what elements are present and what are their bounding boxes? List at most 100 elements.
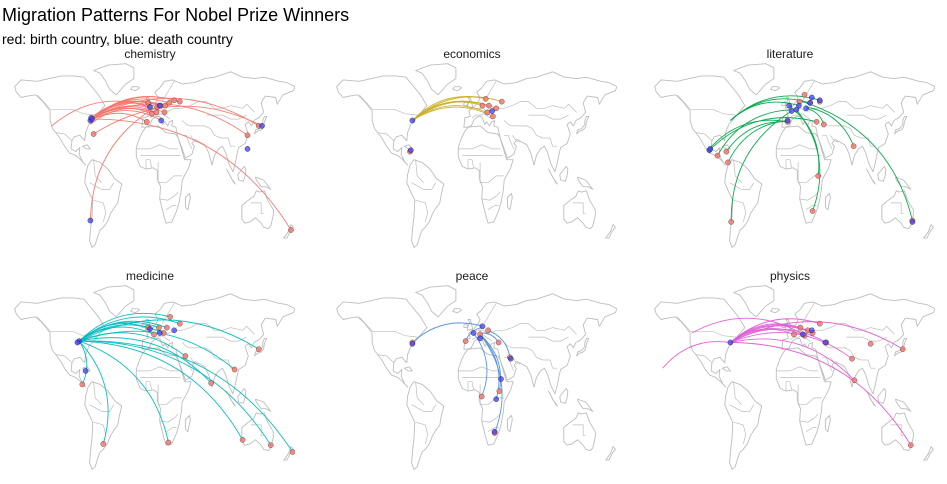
country-border [487,205,499,210]
land-polygon [93,285,135,318]
death-country-point [727,339,734,346]
flow-line [51,100,151,127]
birth-country-point [485,327,491,334]
flow-line [479,334,502,392]
birth-country-point [791,331,797,338]
land-polygon [237,165,247,182]
birth-country-point [100,441,107,447]
birth-country-point [239,436,246,443]
country-border [785,159,792,170]
flow-line [730,110,792,222]
birth-country-point [176,98,183,105]
country-border [799,413,819,423]
migration-flows [51,95,292,231]
land-polygon [130,86,140,92]
land-polygon [241,190,274,230]
country-border [512,357,521,365]
flow-line [78,319,260,350]
death-country-point [796,102,802,109]
land-polygon [894,337,908,357]
birth-country-point [244,132,251,139]
country-border [415,199,429,222]
land-polygon [654,75,746,166]
country-border [846,336,887,342]
country-border [358,316,419,338]
land-polygon [824,415,831,433]
country-border [729,404,755,412]
land-polygon [254,115,268,135]
country-border [250,424,264,437]
land-polygon [654,297,746,388]
country-border [801,81,815,102]
migration-flows [78,312,293,453]
land-polygon [559,165,569,182]
birth-country-point [176,320,183,327]
flow-line [90,100,160,119]
land-polygon [184,415,191,433]
facet-panel-peace: peace [327,269,617,479]
birth-country-point [164,324,170,331]
death-country-point [489,108,495,114]
death-country-point [477,335,483,342]
death-country-point [786,102,792,109]
country-border [415,381,424,405]
birth-country-point [809,208,816,214]
death-country-point [479,323,486,330]
land-polygon [733,285,775,318]
flow-line [412,322,483,343]
flow-line [806,106,855,147]
country-border [471,113,493,120]
birth-country-point [289,449,295,455]
birth-country-point [484,109,491,116]
death-country-point [147,104,153,110]
birth-country-point [849,355,855,362]
flow-line [691,317,804,335]
land-polygon [506,415,513,433]
land-polygon [895,398,912,412]
birth-country-point [723,148,730,155]
country-border [89,182,115,190]
flow-line [79,340,272,446]
birth-country-point [820,121,827,128]
land-polygon [866,168,876,185]
country-border [415,421,429,444]
death-country-point [800,331,806,338]
death-country-point [156,330,163,336]
flow-line [727,120,788,163]
birth-country-point [288,227,294,233]
land-polygon [93,63,135,96]
country-border [776,144,819,150]
flow-line [662,341,731,369]
country-border [481,191,501,201]
death-country-point [793,106,800,113]
flow-line [78,332,186,357]
facet-title: economics [443,47,501,61]
death-country-point [822,339,829,346]
flow-line [91,103,248,136]
country-border [157,162,183,184]
country-border [206,336,247,342]
land-polygon [824,193,831,211]
flow-line [412,96,502,121]
facet-panel-literature: literature [645,47,935,257]
flow-line [709,119,788,150]
facet-map-physics [654,285,935,470]
country-border [821,342,876,369]
death-country-point [409,341,416,347]
country-border [250,202,264,215]
flow-line [412,105,488,121]
facet-panel-economics: economics [327,47,617,257]
birth-country-point [208,380,214,386]
birth-country-point [167,313,173,320]
land-polygon [14,75,106,166]
world-map [336,285,617,470]
land-polygon [463,323,468,329]
land-polygon [466,319,474,331]
country-border [822,134,833,150]
world-map [14,285,295,470]
death-country-point [707,146,714,152]
country-points [407,96,505,155]
country-border [458,144,501,150]
death-country-point [909,219,916,225]
chart-title: Migration Patterns For Nobel Prize Winne… [2,5,350,25]
